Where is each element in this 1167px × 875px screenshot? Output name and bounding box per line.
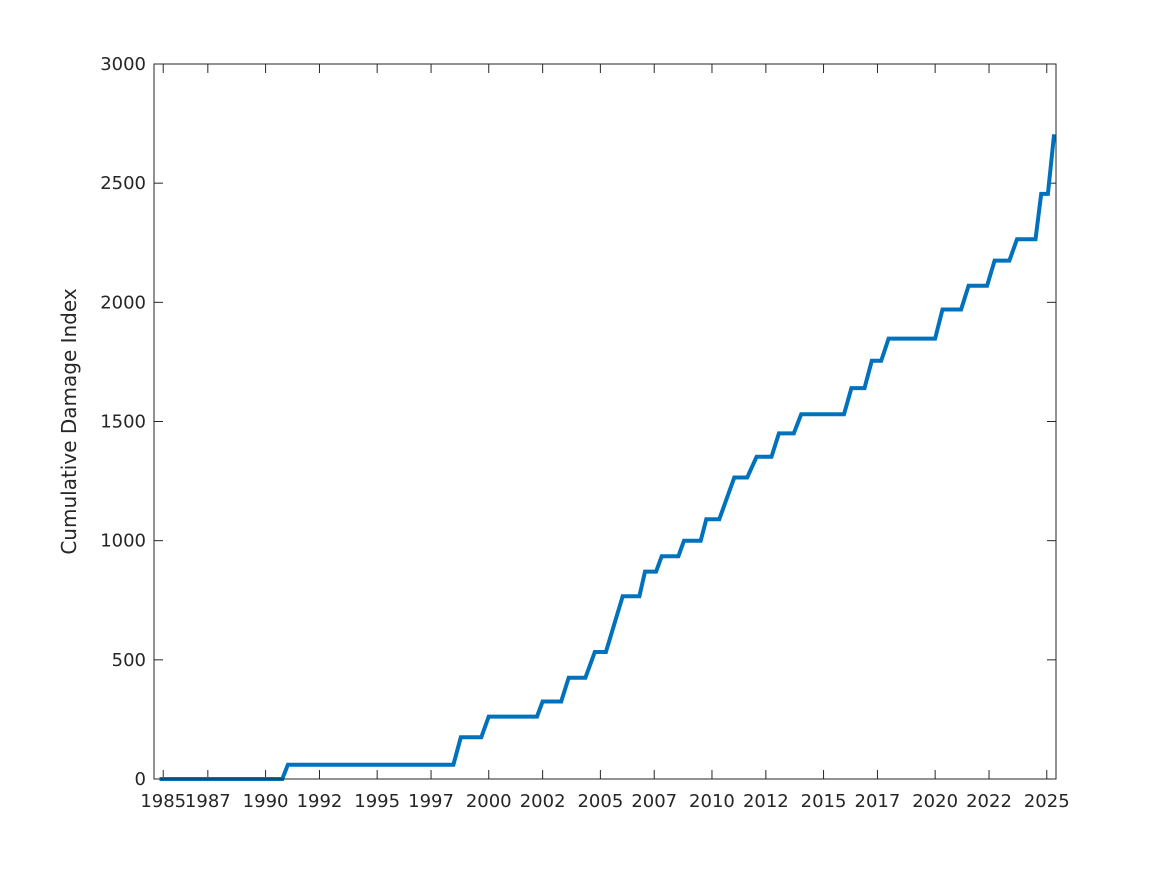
x-tick-label: 1990 xyxy=(243,791,289,812)
y-tick-label: 1500 xyxy=(100,412,146,433)
x-tick-label: 2010 xyxy=(689,791,735,812)
plot-frame xyxy=(153,63,1057,780)
x-tick-label: 2017 xyxy=(855,791,901,812)
x-tick-label: 2002 xyxy=(520,791,566,812)
y-tick-label: 500 xyxy=(112,650,146,671)
y-tick-label: 0 xyxy=(135,769,146,790)
y-tick-label: 2000 xyxy=(100,292,146,313)
plot-area xyxy=(154,64,1056,779)
cumulative-damage-line xyxy=(159,134,1057,781)
x-tick-label: 1992 xyxy=(297,791,343,812)
x-tick-label: 1995 xyxy=(354,791,400,812)
x-tick-label: 2025 xyxy=(1024,791,1070,812)
x-tick-label: 2005 xyxy=(577,791,623,812)
y-axis-label: Cumulative Damage Index xyxy=(57,288,81,554)
x-tick-label: 2000 xyxy=(466,791,512,812)
x-tick-label: 2015 xyxy=(801,791,847,812)
y-tick-label: 1000 xyxy=(100,531,146,552)
x-tick-label: 2020 xyxy=(912,791,958,812)
x-tick-label: 1987 xyxy=(185,791,231,812)
y-tick-label: 2500 xyxy=(100,173,146,194)
series-group xyxy=(159,134,1057,781)
x-tick-label: 2022 xyxy=(966,791,1012,812)
x-tick-label: 2007 xyxy=(631,791,677,812)
x-tick-label: 1985 xyxy=(140,791,186,812)
x-tick-label: 2012 xyxy=(743,791,789,812)
y-axis-ticks: 0 500 1000 1500 2000 2500 3000 xyxy=(100,54,1056,790)
y-tick-label: 3000 xyxy=(100,54,146,75)
x-tick-label: 1997 xyxy=(408,791,454,812)
